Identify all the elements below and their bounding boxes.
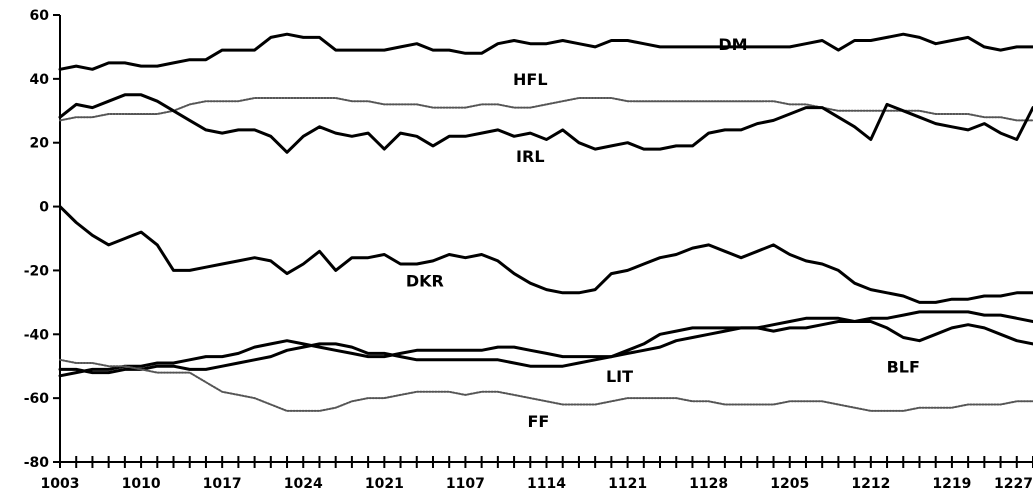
x-tick-label: 1128 (689, 476, 728, 492)
series-line-dkr (58, 205, 1033, 304)
series-label-blf: BLF (887, 358, 920, 377)
x-tick-label: 1021 (365, 476, 404, 492)
series-line-irl (58, 93, 1033, 154)
series-lines (58, 32, 1033, 412)
y-ticks: 60 40 20 0 -20 -40 -60 -80 (24, 8, 60, 471)
x-tick-label: 1003 (41, 476, 80, 492)
y-tick-label: -20 (24, 263, 50, 279)
y-tick-label: -60 (24, 391, 50, 407)
series-label-irl: IRL (516, 147, 544, 166)
x-tick-label: 1010 (122, 476, 161, 492)
series-label-ff: FF (527, 412, 549, 431)
x-tick-label: 1107 (446, 476, 485, 492)
series-label-hfl: HFL (513, 70, 548, 89)
x-tick-label: 1121 (608, 476, 647, 492)
x-axis: 1003 1010 1017 1024 1021 1107 1114 1121 1128 1205… (41, 456, 1033, 492)
x-tick-label: 1205 (770, 476, 809, 492)
x-tick-label: 1017 (203, 476, 242, 492)
y-tick-label: 20 (30, 136, 50, 152)
series-line-lit (58, 310, 1033, 375)
x-tick-label: 1219 (932, 476, 971, 492)
series-label-dkr: DKR (406, 271, 444, 290)
y-tick-label: -80 (24, 455, 50, 471)
series-label-lit: LIT (606, 367, 633, 386)
x-tick-label: 1227 (994, 476, 1033, 492)
x-ticks: 1003 1010 1017 1024 1021 1107 1114 1121 1128 1205… (41, 456, 1033, 492)
series-line-hfl (59, 97, 1033, 122)
series-line-dm (58, 32, 1033, 71)
series-line-ff (59, 358, 1033, 412)
x-tick-label: 1024 (284, 476, 323, 492)
series-labels: DM HFL IRL DKR LIT BLF FF (406, 35, 920, 431)
x-tick-label: 1212 (851, 476, 890, 492)
y-tick-label: 40 (30, 72, 50, 88)
series-line-blf (58, 316, 1033, 378)
y-tick-label: -40 (24, 327, 50, 343)
y-axis: 60 40 20 0 -20 -40 -60 -80 (24, 8, 61, 471)
series-label-dm: DM (718, 35, 747, 54)
y-tick-label: 60 (30, 8, 50, 24)
y-tick-label: 0 (39, 200, 49, 216)
x-tick-label: 1114 (527, 476, 566, 492)
